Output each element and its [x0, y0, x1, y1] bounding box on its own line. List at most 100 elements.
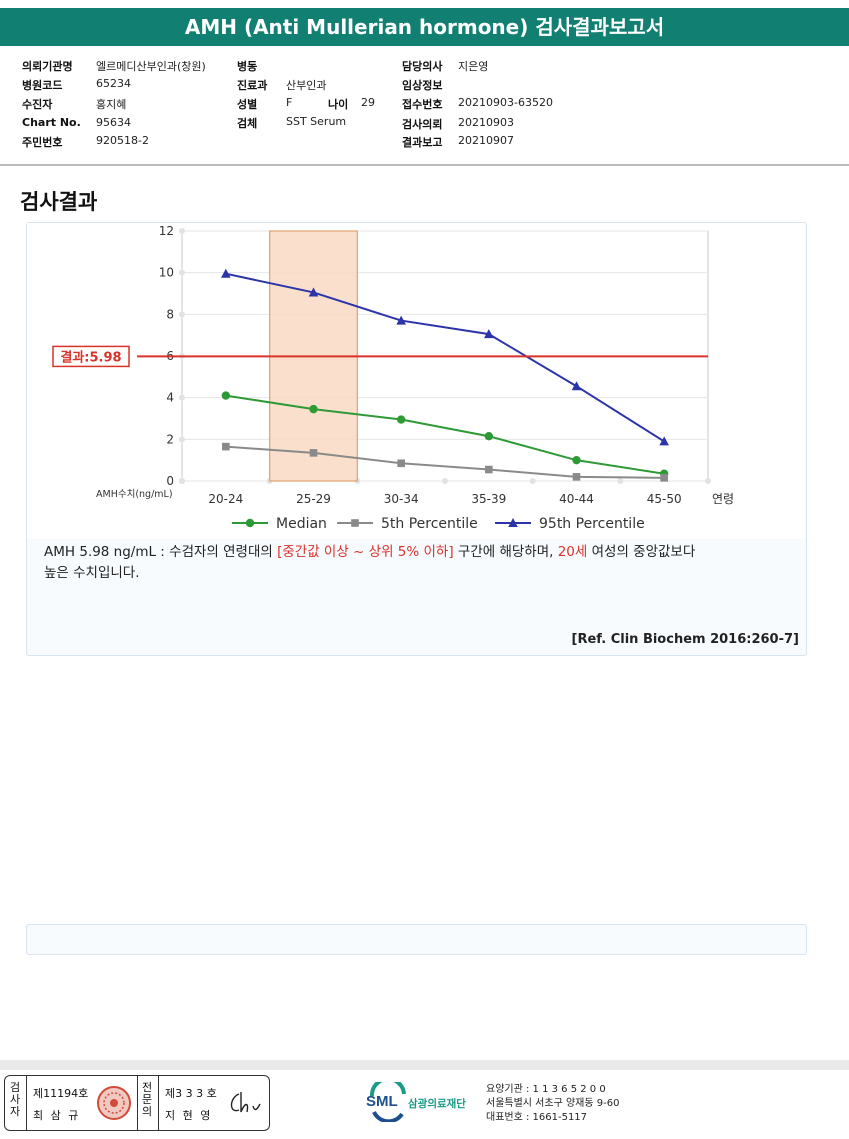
- data-point: [572, 455, 581, 465]
- data-point: [308, 287, 319, 297]
- data-point: [396, 315, 406, 325]
- data-point: [485, 465, 493, 474]
- info-value: 산부인과: [286, 79, 327, 92]
- sml-logo-icon: [369, 1082, 406, 1122]
- inspector-number: 제11194호: [33, 1087, 89, 1100]
- data-point: [484, 432, 494, 441]
- y-tick-dot: [179, 436, 185, 443]
- desc-text: 높은 수치입니다.: [44, 565, 140, 581]
- data-point: [397, 459, 405, 468]
- info-value: 920518-2: [96, 134, 149, 147]
- x-tick-dot: [617, 478, 624, 484]
- data-point: [659, 436, 669, 446]
- report-title: AMH (Anti Mullerian hormone) 검사결과보고서: [0, 8, 849, 46]
- footer-divider: [0, 1060, 849, 1070]
- info-value: 65234: [96, 77, 131, 90]
- desc-text: AMH 5.98 ng/mL : 수검자의 연령대의: [44, 544, 278, 560]
- desc-age: 20세: [557, 544, 588, 560]
- info-label: 수진자: [22, 98, 53, 111]
- data-point: [221, 268, 231, 278]
- info-label: 의뢰기관명: [22, 60, 73, 73]
- y-tick-dot: [179, 394, 185, 401]
- series-line-2: [225, 445, 665, 479]
- y-tick-label: 12: [159, 224, 174, 238]
- org-name: 삼광의료재단: [408, 1098, 466, 1110]
- amh-chart: 02468101220-2425-2930-3435-3940-4445-50연…: [52, 224, 734, 532]
- info-label: 접수번호: [402, 98, 443, 111]
- y-tick-label: 4: [166, 391, 174, 405]
- info-value: 20210907: [458, 134, 514, 147]
- specialist-name: 지 현 영: [165, 1109, 213, 1122]
- info-value: F: [286, 96, 293, 109]
- y-axis-label: AMH수치(ng/mL): [96, 488, 173, 500]
- result-description: AMH 5.98 ng/mL : 수검자의 연령대의 [중간값 이상 ~ 상위 …: [44, 542, 814, 584]
- signature-icon: [230, 1092, 261, 1113]
- data-point: [572, 473, 581, 481]
- legend-label: 95th Percentile: [539, 516, 645, 532]
- data-point: [660, 474, 668, 482]
- legend-marker: [508, 518, 518, 527]
- x-tick-dot: [442, 478, 448, 484]
- sml-logo: SML 삼광의료재단: [366, 1082, 486, 1122]
- amh-chart-area: 02468101220-2425-2930-3435-3940-4445-50연…: [27, 223, 805, 539]
- data-point: [222, 442, 230, 451]
- info-label: 진료과: [237, 79, 268, 92]
- x-tick-label: 35-39: [471, 492, 506, 506]
- info-label: 병동: [237, 60, 258, 73]
- info-label: 병원코드: [22, 79, 63, 92]
- specialist-number: 제3 3 3 호: [165, 1087, 217, 1100]
- info-value: 95634: [96, 116, 131, 129]
- org-address: 서울특별시 서초구 양재동 9-60: [486, 1098, 620, 1109]
- data-point: [396, 415, 406, 424]
- patient-info: 의뢰기관명 엘르메디산부인과(창원) 병원코드 65234 수진자 홍지혜 Ch…: [0, 46, 849, 166]
- inspector-name: 최 삼 규: [33, 1109, 81, 1122]
- x-tick-dot: [529, 478, 536, 484]
- data-point: [571, 381, 582, 391]
- info-value: 29: [361, 96, 375, 109]
- desc-text: 구간에 해당하며,: [453, 544, 558, 560]
- legend-label: 5th Percentile: [381, 516, 478, 532]
- data-point: [484, 329, 494, 339]
- series-line-1: [225, 394, 665, 475]
- info-label: 검사의뢰: [402, 118, 443, 131]
- x-tick-label: 30-34: [384, 492, 419, 506]
- data-point: [309, 449, 318, 457]
- info-label: 검체: [237, 117, 258, 130]
- y-tick-label: 10: [159, 266, 174, 280]
- info-value: 홍지혜: [96, 98, 127, 111]
- reference: [Ref. Clin Biochem 2016:260-7]: [571, 632, 799, 647]
- info-value: 엘르메디산부인과(창원): [96, 60, 206, 73]
- x-tick-label: 45-50: [647, 492, 682, 506]
- desc-text: 여성의 중앙값보다: [587, 544, 696, 560]
- info-label: 성별: [237, 98, 258, 111]
- y-tick-label: 8: [166, 307, 174, 321]
- info-label: 임상정보: [402, 79, 443, 92]
- y-tick-label: 0: [166, 474, 174, 488]
- info-label: Chart No.: [22, 116, 81, 129]
- x-tick-label: 25-29: [296, 492, 331, 506]
- y-tick-dot: [179, 269, 185, 276]
- y-tick-label: 2: [166, 432, 174, 446]
- org-phone: 대표번호 : 1661-5117: [486, 1112, 588, 1123]
- info-label: 주민번호: [22, 136, 63, 149]
- info-label: 나이: [328, 98, 349, 111]
- data-point: [221, 391, 231, 400]
- x-axis-suffix: 연령: [712, 492, 734, 506]
- x-tick-dot: [705, 478, 711, 484]
- agency-code: 요양기관 : 1 1 3 6 5 2 0 0: [486, 1084, 606, 1095]
- y-tick-dot: [179, 311, 185, 318]
- x-tick-label: 20-24: [208, 492, 243, 506]
- section-title: 검사결과: [20, 190, 98, 214]
- info-label: 결과보고: [402, 136, 443, 149]
- info-label: 담당의사: [402, 60, 443, 73]
- x-tick-label: 40-44: [559, 492, 594, 506]
- empty-panel: [26, 924, 807, 955]
- legend-marker: [351, 519, 359, 527]
- info-value: 지은영: [458, 60, 489, 73]
- logo-text: SML: [366, 1093, 398, 1110]
- y-tick-dot: [179, 228, 185, 234]
- info-value: 20210903-63520: [458, 96, 553, 109]
